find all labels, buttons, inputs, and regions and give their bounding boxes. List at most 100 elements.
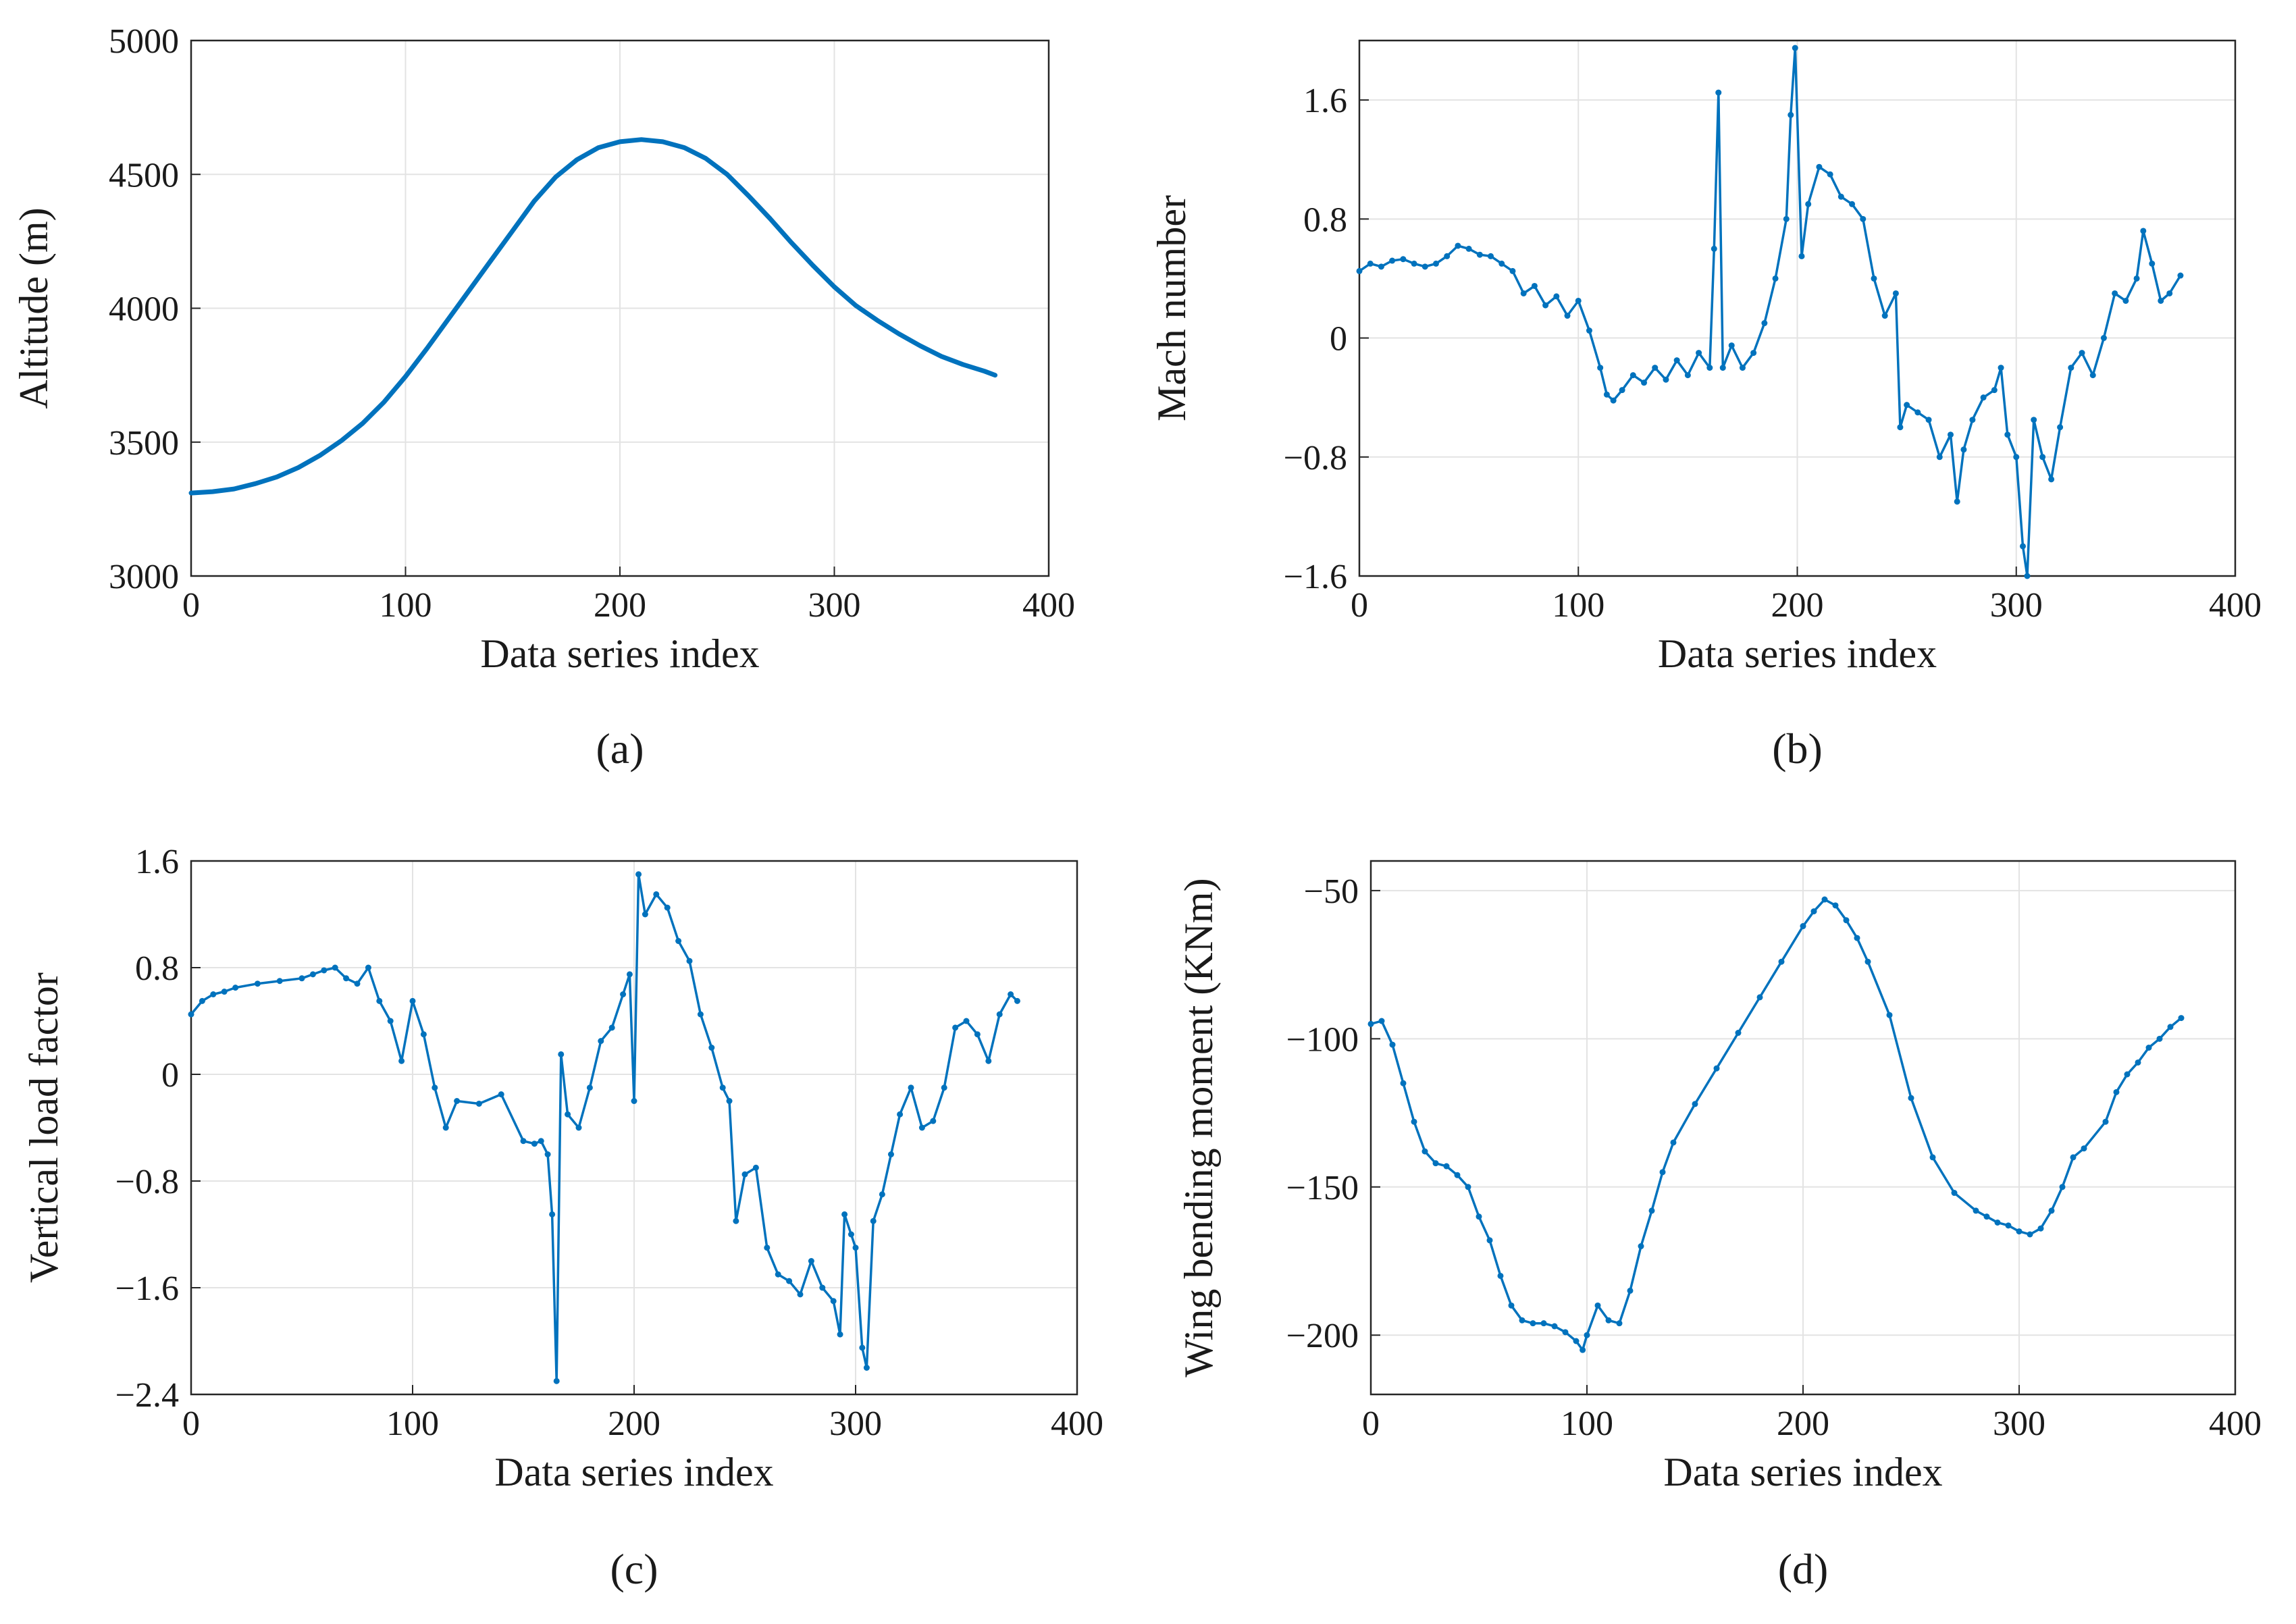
data-point bbox=[1929, 1154, 1936, 1161]
data-point bbox=[1904, 402, 1910, 409]
data-point bbox=[1715, 89, 1722, 96]
data-point bbox=[432, 1084, 438, 1091]
data-point bbox=[996, 1011, 1003, 1018]
data-point bbox=[598, 1038, 604, 1045]
y-axis-label: Vertical load factor bbox=[22, 972, 66, 1283]
data-point bbox=[1562, 1329, 1569, 1336]
data-point bbox=[1389, 1041, 1396, 1048]
data-point bbox=[1454, 1172, 1461, 1178]
data-point bbox=[1947, 431, 1954, 438]
y-tick-label: 0.8 bbox=[135, 949, 179, 988]
data-point bbox=[1969, 417, 1976, 423]
series-line bbox=[188, 137, 998, 496]
data-point bbox=[1652, 365, 1659, 371]
data-point bbox=[1991, 387, 1998, 394]
data-point bbox=[808, 1258, 814, 1264]
data-point bbox=[2031, 417, 2037, 423]
data-point bbox=[1638, 1243, 1644, 1250]
data-point bbox=[1983, 1213, 1990, 1220]
data-point bbox=[786, 1278, 793, 1284]
x-tick-label: 300 bbox=[1993, 1405, 2045, 1443]
series-line bbox=[1369, 898, 2183, 1351]
data-point bbox=[1605, 1317, 1612, 1324]
data-point bbox=[1735, 1030, 1742, 1037]
data-point bbox=[2013, 454, 2020, 461]
data-point bbox=[2048, 1207, 2055, 1214]
data-point bbox=[2145, 1045, 2152, 1051]
x-axis-label: Data series index bbox=[494, 1450, 773, 1494]
data-point bbox=[2019, 543, 2026, 550]
data-point bbox=[188, 1011, 194, 1018]
panel-c: 0 100 200 300 400 −2.4 −1.6 −0.8 0 0.8 1.6 Data ser… bbox=[22, 843, 1103, 1593]
data-point bbox=[1444, 253, 1451, 259]
x-tick-label: 200 bbox=[1777, 1405, 1829, 1443]
data-point bbox=[1389, 257, 1396, 264]
data-point bbox=[887, 1151, 894, 1157]
data-point bbox=[2149, 260, 2156, 267]
data-point bbox=[741, 1171, 748, 1178]
data-point bbox=[520, 1138, 527, 1145]
data-point bbox=[549, 1211, 556, 1217]
data-point bbox=[2133, 275, 2140, 282]
data-point bbox=[1832, 902, 1839, 909]
x-tick-label: 0 bbox=[1351, 586, 1368, 625]
y-tick-label: 3000 bbox=[109, 558, 179, 596]
data-point bbox=[254, 980, 261, 987]
data-point bbox=[1711, 245, 1717, 252]
data-point bbox=[841, 1211, 848, 1217]
y-tick-label: −0.8 bbox=[1284, 439, 1347, 477]
data-point bbox=[2068, 365, 2075, 371]
series-line bbox=[1358, 47, 2182, 577]
data-point bbox=[1519, 1317, 1525, 1324]
data-point bbox=[797, 1291, 804, 1298]
data-point bbox=[2158, 297, 2164, 304]
data-point bbox=[1783, 215, 1790, 222]
data-point bbox=[398, 1057, 405, 1064]
data-point bbox=[2124, 1071, 2131, 1078]
data-point bbox=[837, 1331, 843, 1338]
data-point bbox=[1619, 387, 1625, 394]
data-point bbox=[1542, 302, 1549, 309]
data-point bbox=[1610, 397, 1617, 404]
data-point bbox=[2140, 228, 2147, 234]
data-point bbox=[221, 989, 228, 995]
data-point bbox=[608, 1024, 615, 1031]
data-point bbox=[1509, 267, 1516, 274]
data-point bbox=[321, 967, 328, 974]
data-point bbox=[343, 975, 350, 982]
data-point bbox=[719, 1084, 726, 1091]
data-point bbox=[538, 1138, 544, 1145]
data-point bbox=[1432, 260, 1439, 267]
data-point bbox=[1854, 935, 1860, 941]
data-point bbox=[2037, 1225, 2044, 1232]
data-point bbox=[1788, 111, 1794, 118]
y-tick-label: 0 bbox=[161, 1056, 179, 1095]
data-point bbox=[1530, 1320, 1536, 1327]
data-point bbox=[653, 891, 660, 897]
y-tick-label: −1.6 bbox=[1284, 558, 1347, 596]
data-point bbox=[1798, 253, 1805, 259]
data-point bbox=[974, 1031, 981, 1038]
data-point bbox=[1692, 1101, 1698, 1107]
data-point bbox=[642, 911, 648, 918]
data-point bbox=[2167, 1024, 2174, 1030]
data-point bbox=[1520, 290, 1527, 296]
data-point bbox=[2122, 297, 2129, 304]
data-point bbox=[1476, 1213, 1482, 1220]
data-point bbox=[1497, 1272, 1504, 1279]
y-tick-label: −200 bbox=[1286, 1317, 1359, 1355]
data-point bbox=[2100, 335, 2107, 342]
data-point bbox=[442, 1124, 449, 1131]
data-point bbox=[1378, 263, 1384, 270]
x-axis-label: Data series index bbox=[1658, 631, 1937, 676]
data-point bbox=[2089, 372, 2096, 379]
data-point bbox=[819, 1284, 826, 1291]
x-tick-label: 100 bbox=[1552, 586, 1604, 625]
x-tick-label: 0 bbox=[1362, 1405, 1380, 1443]
data-point bbox=[2016, 1228, 2023, 1235]
data-point bbox=[620, 991, 627, 997]
data-point bbox=[1994, 1219, 2001, 1226]
data-point bbox=[1908, 1095, 1914, 1101]
data-point bbox=[420, 1031, 427, 1038]
data-point bbox=[726, 1098, 733, 1104]
